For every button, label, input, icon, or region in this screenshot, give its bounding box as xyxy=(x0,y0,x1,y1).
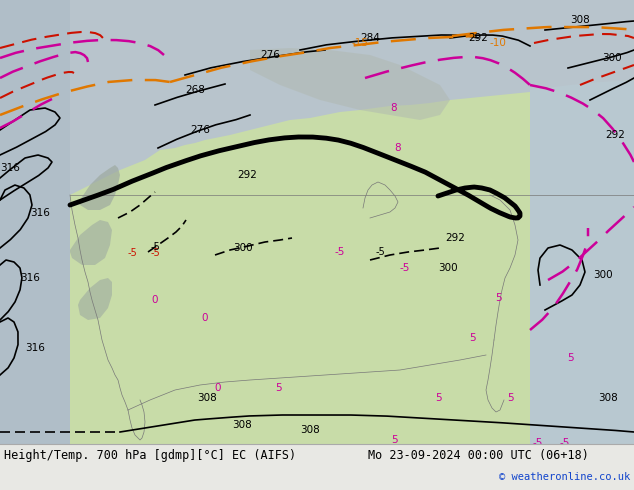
Text: 5: 5 xyxy=(435,393,441,403)
Text: 284: 284 xyxy=(360,33,380,43)
Bar xyxy=(0,0,70,444)
Text: -5: -5 xyxy=(533,438,543,448)
Text: -5: -5 xyxy=(400,263,410,273)
Polygon shape xyxy=(120,350,200,405)
Text: 292: 292 xyxy=(468,33,488,43)
Polygon shape xyxy=(530,80,634,444)
Text: 5: 5 xyxy=(507,393,514,403)
Text: 300: 300 xyxy=(602,53,622,63)
Text: 268: 268 xyxy=(185,85,205,95)
Text: 276: 276 xyxy=(260,50,280,60)
Text: -5: -5 xyxy=(560,438,570,448)
Text: 5: 5 xyxy=(495,293,501,303)
Text: 5: 5 xyxy=(392,435,398,445)
Text: 5: 5 xyxy=(469,333,476,343)
Text: -5: -5 xyxy=(150,242,160,252)
Text: Mo 23-09-2024 00:00 UTC (06+18): Mo 23-09-2024 00:00 UTC (06+18) xyxy=(368,449,588,463)
Text: 308: 308 xyxy=(197,393,217,403)
Polygon shape xyxy=(430,320,550,370)
Text: -15: -15 xyxy=(351,38,368,48)
Polygon shape xyxy=(0,80,634,444)
Text: 316: 316 xyxy=(20,273,40,283)
Text: © weatheronline.co.uk: © weatheronline.co.uk xyxy=(499,472,630,482)
Text: 308: 308 xyxy=(570,15,590,25)
Polygon shape xyxy=(250,48,450,120)
Text: 292: 292 xyxy=(605,130,625,140)
Text: 292: 292 xyxy=(237,170,257,180)
Text: 316: 316 xyxy=(30,208,50,218)
Text: 316: 316 xyxy=(25,343,45,353)
Text: 308: 308 xyxy=(598,393,618,403)
Text: 316: 316 xyxy=(0,163,20,173)
Text: 292: 292 xyxy=(445,233,465,243)
Text: 276: 276 xyxy=(190,125,210,135)
Text: -5: -5 xyxy=(150,248,160,258)
Text: 300: 300 xyxy=(593,270,613,280)
Text: 300: 300 xyxy=(438,263,458,273)
Text: 308: 308 xyxy=(300,425,320,435)
Text: -10: -10 xyxy=(489,38,507,48)
Text: 8: 8 xyxy=(395,143,401,153)
Text: -5: -5 xyxy=(127,248,137,258)
Text: 5: 5 xyxy=(567,353,573,363)
Text: 0: 0 xyxy=(152,295,158,305)
Polygon shape xyxy=(70,220,112,265)
Text: -5: -5 xyxy=(375,247,385,257)
Text: -5: -5 xyxy=(335,247,345,257)
Text: 0: 0 xyxy=(215,383,221,393)
Text: 8: 8 xyxy=(391,103,398,113)
Text: 0: 0 xyxy=(202,313,208,323)
Polygon shape xyxy=(78,278,112,320)
Text: 5: 5 xyxy=(275,383,281,393)
Text: 308: 308 xyxy=(232,420,252,430)
Bar xyxy=(0,444,634,490)
Text: Height/Temp. 700 hPa [gdmp][°C] EC (AIFS): Height/Temp. 700 hPa [gdmp][°C] EC (AIFS… xyxy=(4,449,296,463)
Polygon shape xyxy=(78,165,120,210)
Text: 300: 300 xyxy=(233,243,253,253)
